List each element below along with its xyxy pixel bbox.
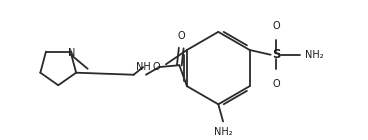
Text: NH₂: NH₂ <box>305 50 323 60</box>
Text: O: O <box>177 31 185 41</box>
Text: O: O <box>273 79 280 89</box>
Text: S: S <box>272 48 280 61</box>
Text: O: O <box>153 62 160 72</box>
Text: O: O <box>273 21 280 31</box>
Text: NH₂: NH₂ <box>214 127 232 137</box>
Text: NH: NH <box>136 62 151 72</box>
Text: N: N <box>68 48 75 58</box>
